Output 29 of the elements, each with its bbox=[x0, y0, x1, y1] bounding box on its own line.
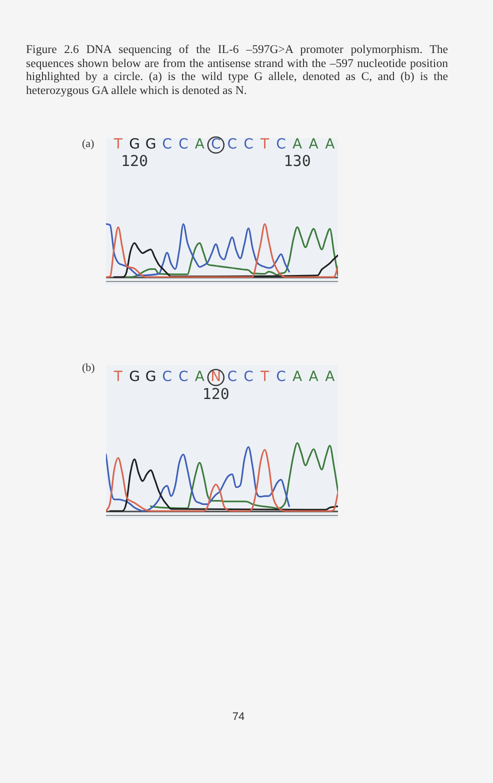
chart-title: (b) bbox=[82, 361, 95, 375]
x-tick-label: T bbox=[259, 369, 270, 386]
x-tick-label: C bbox=[162, 369, 172, 386]
chart-title: (a) bbox=[82, 137, 94, 151]
x-tick-label: A bbox=[292, 369, 303, 386]
x-tick-label: G bbox=[129, 369, 140, 386]
x-tick-label: C bbox=[244, 369, 254, 386]
x-tick-label: A bbox=[194, 369, 205, 386]
x-tick-label: C bbox=[244, 136, 254, 153]
x-tick-label: C bbox=[227, 369, 238, 386]
x-tick-label: T bbox=[112, 369, 123, 386]
x-tick-label: C bbox=[276, 369, 286, 386]
x-tick-label: C bbox=[211, 136, 222, 153]
x-tick-label: A bbox=[308, 369, 319, 386]
caption: Figure 2.6 DNA sequencing of the IL-6 –597G>A promoter polymorphism. The sequences shown below are from the antisense strand with the –597 nucleotide position highlighted by a circle. (a) is the wild type G allele, denoted as C, and (b) is the heterozygous GA allele which is denoted as N. bbox=[26, 42, 448, 97]
x-tick-label: T bbox=[259, 136, 270, 153]
x-tick-label: G bbox=[145, 369, 156, 386]
x-tick-label: C bbox=[178, 369, 188, 386]
x-tick-label: C bbox=[276, 136, 286, 153]
x-tick-label: T bbox=[112, 136, 123, 153]
text: 74 bbox=[231, 711, 246, 724]
x-tick-label: C bbox=[162, 136, 172, 153]
x-tick-label: A bbox=[325, 136, 336, 153]
x-tick-label: A bbox=[308, 136, 319, 153]
x-tick-label: G bbox=[145, 136, 156, 153]
x-tick-label: A bbox=[194, 136, 205, 153]
x-tick-label: C bbox=[227, 136, 238, 153]
x-tick-label: C bbox=[178, 136, 188, 153]
x-tick-label: A bbox=[325, 369, 336, 386]
